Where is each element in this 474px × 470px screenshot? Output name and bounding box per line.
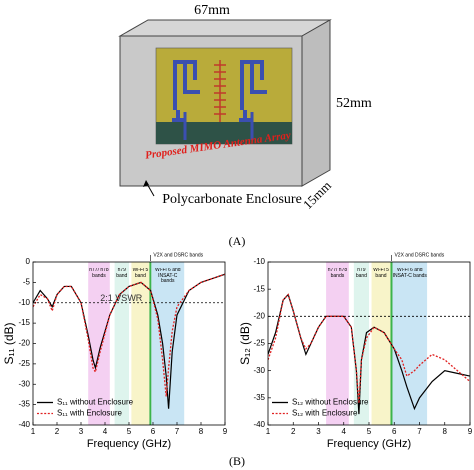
y-tick-label: -20 (253, 311, 265, 320)
x-tick-label: 8 (199, 427, 204, 436)
band (371, 262, 391, 425)
x-tick-label: 8 (443, 427, 448, 436)
y-tick-label: 0 (26, 257, 31, 266)
legend-label: S₁₁ without Enclosure (57, 398, 134, 407)
y-tick-label: -35 (18, 400, 30, 409)
band-label: Wi-Fi 5 band (373, 268, 389, 279)
pointer-arrow-head (143, 180, 149, 187)
x-tick-label: 1 (266, 427, 271, 436)
legend-label: S₁₂ without Enclosure (292, 398, 369, 407)
band-label: Wi-Fi 6 and INSAT-C bands (154, 268, 181, 284)
marker-band-label: V2X and DSRC bands (394, 252, 444, 258)
x-tick-label: 4 (103, 427, 108, 436)
x-tick-label: 4 (342, 427, 347, 436)
y-tick-label: -40 (18, 420, 30, 429)
chart-panel: n77/ n78 bands n79 band Wi-Fi 5 bandWi-Fi … (238, 252, 473, 450)
ground-plane (156, 122, 292, 144)
y-tick-label: -30 (18, 379, 30, 388)
band-label-box: Wi-Fi 5 band (373, 268, 389, 279)
series-line (268, 293, 470, 404)
marker-band (149, 262, 152, 425)
band (326, 262, 349, 425)
y-tick-label: -10 (253, 257, 265, 266)
y-tick-label: -5 (23, 277, 31, 286)
height-label: 52mm (336, 96, 372, 111)
y-tick-label: -10 (18, 298, 30, 307)
band-label: Wi-Fi 5 band (132, 268, 149, 279)
y-axis-title: S₁₂ (dB) (238, 322, 252, 365)
y-tick-label: -15 (253, 284, 265, 293)
band-label-box: n77/ n78 bands (327, 268, 348, 279)
x-tick-label: 9 (223, 427, 228, 436)
legend-label: S₁₂ with Enclosure (292, 409, 358, 418)
y-tick-label: -20 (18, 339, 30, 348)
x-tick-label: 3 (316, 427, 321, 436)
band-label-box: n79 band (116, 268, 128, 279)
chart-panel: n77/ n78 bands n79 band Wi-Fi 5 band Wi-Fi … (2, 252, 228, 450)
band-label: n79 band (116, 268, 128, 279)
band (131, 262, 150, 425)
x-tick-label: 7 (175, 427, 180, 436)
x-tick-label: 3 (79, 427, 84, 436)
box-top (118, 19, 332, 37)
panel-label: (A) (229, 234, 246, 248)
band-label: n77/ n78 bands (89, 268, 109, 279)
band-label-box: n77/ n78 bands (89, 268, 109, 279)
band-label-box: Wi-Fi 6 and INSAT-C bands (154, 268, 181, 284)
band (392, 262, 428, 425)
x-tick-label: 1 (31, 427, 36, 436)
series-line (268, 293, 470, 415)
reference-label: 2:1 VSWR (100, 293, 143, 303)
x-tick-label: 2 (55, 427, 60, 436)
x-tick-label: 9 (468, 427, 473, 436)
band-label: n79 band (355, 268, 367, 279)
antenna-element (172, 60, 267, 140)
decoupling-structure (214, 60, 226, 122)
y-tick-label: -25 (18, 359, 30, 368)
x-axis-title: Frequency (GHz) (327, 438, 411, 450)
y-tick-label: -25 (253, 339, 265, 348)
y-tick-label: -15 (18, 318, 30, 327)
x-tick-label: 6 (392, 427, 397, 436)
y-tick-label: -40 (253, 420, 265, 429)
y-tick-label: -30 (253, 366, 265, 375)
marker-band-label: V2X and DSRC bands (153, 252, 203, 258)
x-tick-label: 5 (127, 427, 132, 436)
x-tick-label: 7 (417, 427, 422, 436)
band-label-box: n79 band (355, 268, 367, 279)
series-line (33, 273, 225, 397)
band-label: n77/ n78 bands (327, 268, 348, 279)
band-label: Wi-Fi 6 and INSAT-C bands (392, 268, 427, 279)
panel-label: (B) (229, 454, 245, 468)
legend-label: S₁₁ with Enclosure (57, 409, 123, 418)
x-tick-label: 5 (367, 427, 372, 436)
y-axis-title: S₁₁ (dB) (2, 322, 16, 364)
band-label-box: Wi-Fi 5 band (132, 268, 149, 279)
y-tick-label: -35 (253, 393, 265, 402)
x-tick-label: 6 (151, 427, 156, 436)
band-label-box: Wi-Fi 6 and INSAT-C bands (392, 268, 427, 279)
x-tick-label: 2 (291, 427, 296, 436)
enclosure-label: Polycarbonate Enclosure (162, 192, 302, 207)
box-side (301, 19, 331, 187)
width-label: 67mm (194, 3, 230, 18)
x-axis-title: Frequency (GHz) (87, 438, 171, 450)
